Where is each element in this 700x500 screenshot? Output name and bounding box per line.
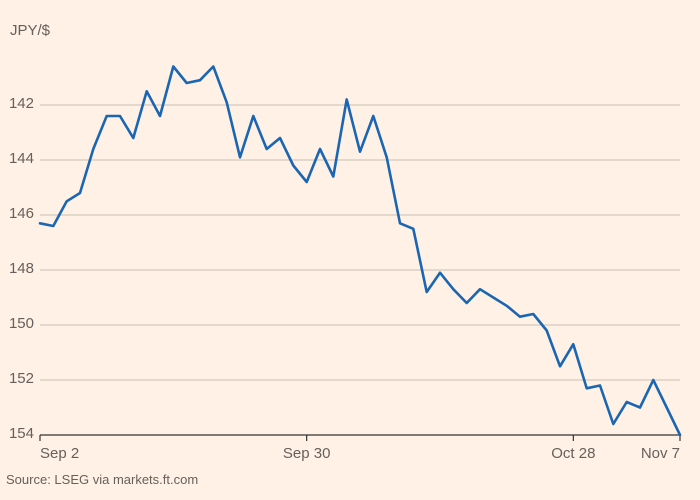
chart-container: JPY/$ 142144146148150152154 Sep 2Sep 30O…	[0, 0, 700, 500]
chart-source: Source: LSEG via markets.ft.com	[6, 472, 198, 487]
x-tick-label: Nov 7	[641, 445, 680, 462]
y-tick-label: 146	[2, 205, 34, 222]
y-tick-label: 152	[2, 370, 34, 387]
x-tick-label: Sep 2	[40, 445, 79, 462]
chart-plot	[0, 0, 700, 500]
x-tick-label: Sep 30	[283, 445, 331, 462]
y-tick-label: 150	[2, 315, 34, 332]
x-axis-layer	[40, 435, 680, 441]
y-tick-label: 148	[2, 260, 34, 277]
x-tick-label: Oct 28	[551, 445, 595, 462]
y-tick-label: 144	[2, 150, 34, 167]
grid-layer	[40, 105, 680, 435]
y-tick-label: 142	[2, 95, 34, 112]
y-tick-label: 154	[2, 425, 34, 442]
